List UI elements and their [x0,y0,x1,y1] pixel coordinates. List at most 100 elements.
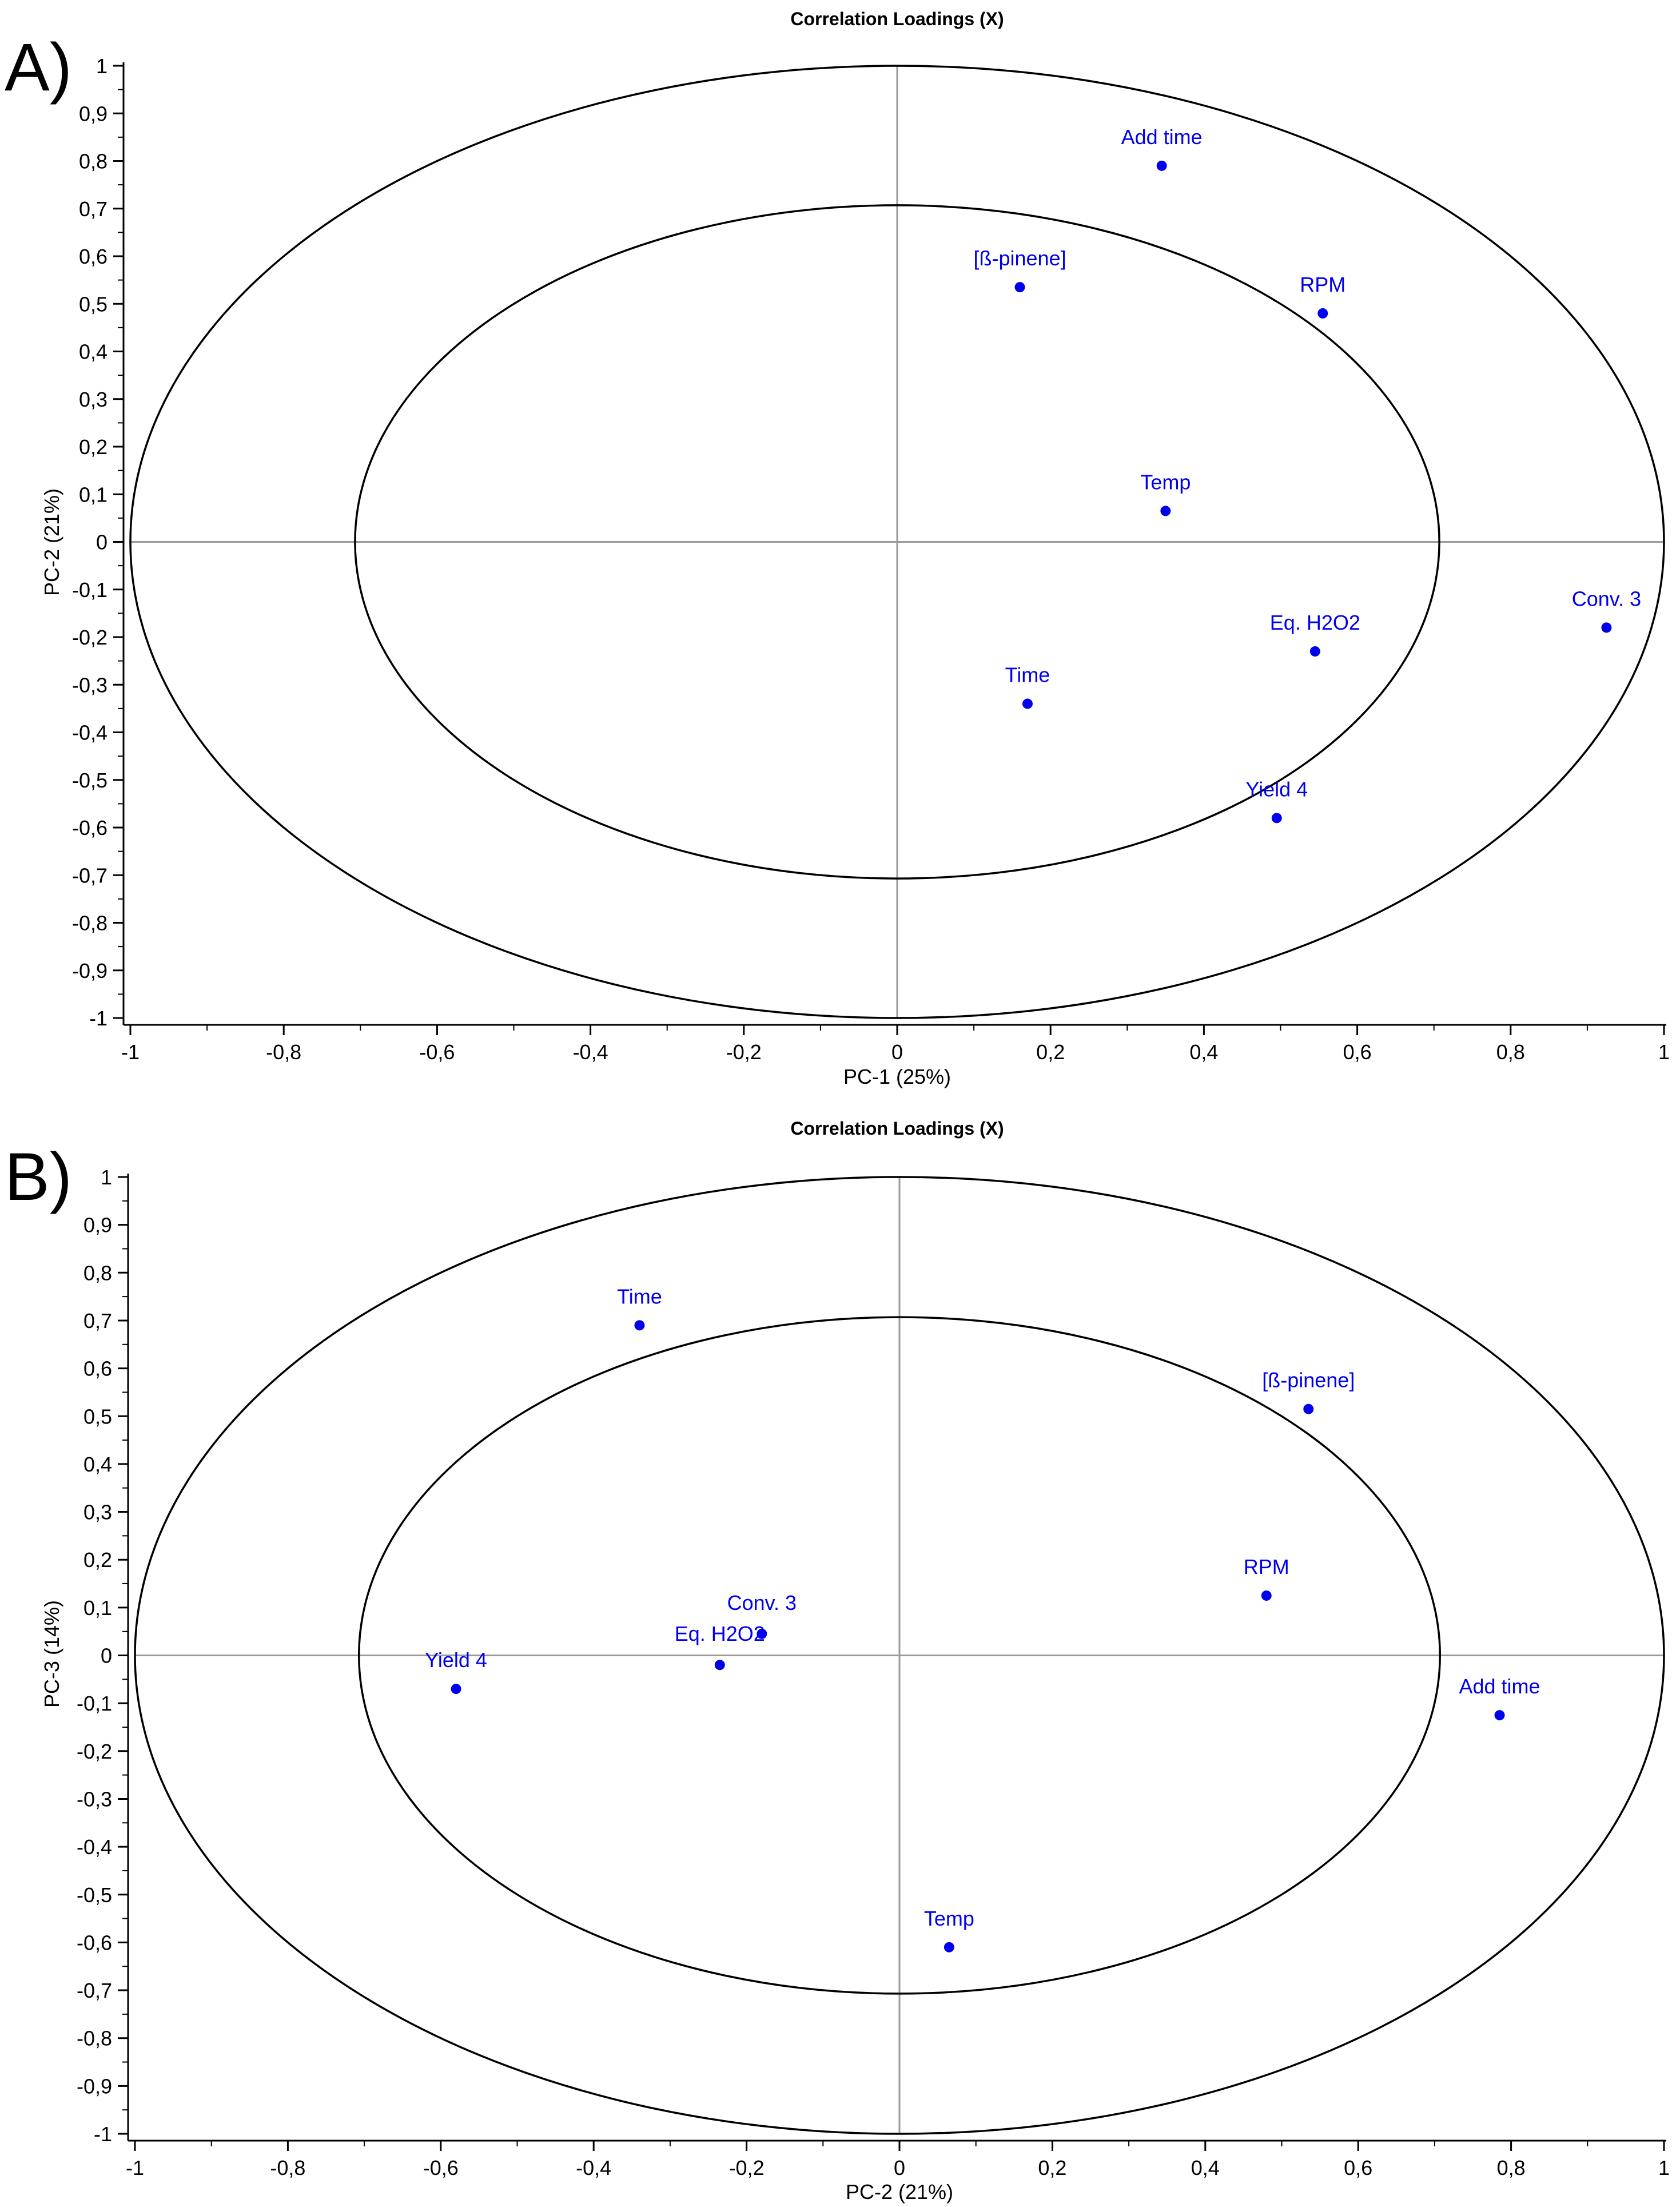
data-point [943,1942,954,1953]
x-tick-label: 0 [891,1040,903,1064]
x-tick-label: -0,2 [726,1040,762,1064]
y-tick-label: -0,8 [77,2027,112,2050]
y-axis-title: PC-3 (14%) [40,1600,63,1708]
x-tick-label: -0,8 [266,1040,301,1064]
y-tick-label: 0,9 [79,102,108,125]
data-point-label: Add time [1459,1675,1540,1698]
data-point [451,1684,461,1695]
y-tick-label: 1 [96,54,108,78]
y-tick-label: 0,8 [79,150,108,173]
y-axis-title: PC-2 (21%) [40,488,63,596]
y-tick-label: 0 [101,1644,112,1668]
x-tick-label: 0,6 [1344,2156,1372,2180]
data-point-label: [ß-pinene] [974,246,1066,270]
x-axis-title: PC-2 (21%) [846,2180,953,2204]
y-tick-label: 0,7 [79,197,108,221]
y-tick-label: 0,2 [83,1548,112,1572]
data-point [1160,506,1171,516]
y-tick-label: -1 [94,2122,112,2146]
y-tick-label: -0,2 [77,1740,112,1763]
outer-correlation-ellipse [134,1176,1665,2135]
x-tick-label: -0,2 [729,2156,765,2180]
y-tick-label: 1 [101,1166,112,1189]
x-tick-label: 0,4 [1189,1040,1218,1064]
plot-area: -1 -0,8 -0,6 -0,4 -0,2 0 0,2 0,4 0,6 0,8 1 1 0,9 0,8 0… [77,1166,1670,2180]
y-tick-label: 0,5 [79,292,108,316]
data-point [1303,1403,1314,1414]
data-point [1601,622,1612,633]
x-tick-label: -0,4 [573,1040,608,1064]
y-tick-label: -0,6 [72,816,108,840]
inner-correlation-ellipse [357,1316,1442,1995]
x-tick-label: 0,2 [1038,2156,1066,2180]
x-tick-label: 0,8 [1497,2156,1526,2180]
y-tick-label: -0,6 [77,1931,112,1954]
y-tick-label: -0,3 [77,1787,112,1811]
y-tick-label: -0,7 [72,864,108,887]
outer-correlation-ellipse [129,65,1665,1019]
data-point [634,1320,645,1331]
panel-label-a: A) [5,30,72,105]
data-point [1271,813,1282,824]
x-tick-label: 1 [1658,1040,1670,1064]
x-tick-label: 0,6 [1343,1040,1372,1064]
data-point-label: Yield 4 [425,1648,487,1672]
chart-panel-b: B) Correlation Loadings (X) -1 -0,8 -0,6 -0… [5,1118,1670,2204]
y-tick-label: 0,9 [83,1214,112,1237]
x-axis-title: PC-1 (25%) [843,1065,951,1088]
data-point-label: Conv. 3 [1572,587,1641,610]
x-tick-label: -0,8 [270,2156,305,2180]
data-point-label: Temp [1140,470,1191,494]
y-tick-label: -0,4 [77,1835,112,1859]
x-tick-label: 0 [894,2156,905,2180]
y-tick-label: -0,3 [72,673,108,697]
data-point-label: RPM [1300,273,1345,296]
data-point [1494,1710,1505,1721]
data-point [1261,1590,1272,1601]
y-tick-label: 0,4 [79,340,108,364]
y-tick-label: -0,9 [77,2074,112,2098]
y-tick-label: -0,5 [72,769,108,792]
y-tick-label: 0,6 [79,245,108,268]
x-tick-label: -0,6 [423,2156,459,2180]
data-point-label: Eq. H2O2 [675,1622,765,1645]
y-tick-label: 0,6 [83,1357,112,1381]
y-tick-label: 0,1 [79,483,108,506]
x-tick-label: -0,4 [576,2156,611,2180]
chart-title: Correlation Loadings (X) [790,9,1004,29]
x-tick-label: -1 [126,2156,144,2180]
data-point-label: Add time [1121,125,1203,149]
y-tick-label: 0,2 [79,435,108,459]
data-point [1156,160,1167,171]
y-tick-label: -0,4 [72,721,108,745]
data-point [1317,308,1328,319]
data-point [714,1660,725,1671]
data-point [1022,698,1033,709]
y-tick-label: -1 [89,1007,108,1030]
data-point-label: Yield 4 [1245,777,1308,801]
plot-area: -1 -0,8 -0,6 -0,4 -0,2 0 0,2 0,4 0,6 0,8 1 1 0,9 0,8 0… [72,54,1670,1064]
x-tick-label: -0,6 [419,1040,455,1064]
y-tick-label: -0,9 [72,959,108,983]
data-point [1309,646,1320,657]
y-tick-label: 0,3 [83,1501,112,1524]
y-tick-label: 0,5 [83,1405,112,1428]
chart-panel-a: A) Correlation Loadings (X) -1 -0,8 -0,6 -0… [5,9,1670,1088]
y-tick-label: -0,2 [72,626,108,649]
y-tick-label: 0,4 [83,1453,112,1476]
x-tick-label: 0,2 [1036,1040,1065,1064]
data-point [757,1628,767,1639]
y-tick-label: -0,5 [77,1883,112,1907]
inner-correlation-ellipse [354,204,1440,880]
y-tick-label: 0 [96,531,108,554]
x-tick-label: 0,8 [1496,1040,1525,1064]
data-point-label: Temp [924,1907,974,1930]
y-tick-label: -0,1 [72,578,108,602]
y-tick-label: -0,7 [77,1979,112,2002]
x-tick-label: 0,4 [1191,2156,1220,2180]
data-point-label: Time [1005,663,1050,687]
y-tick-label: -0,1 [77,1692,112,1715]
y-tick-label: 0,3 [79,388,108,411]
